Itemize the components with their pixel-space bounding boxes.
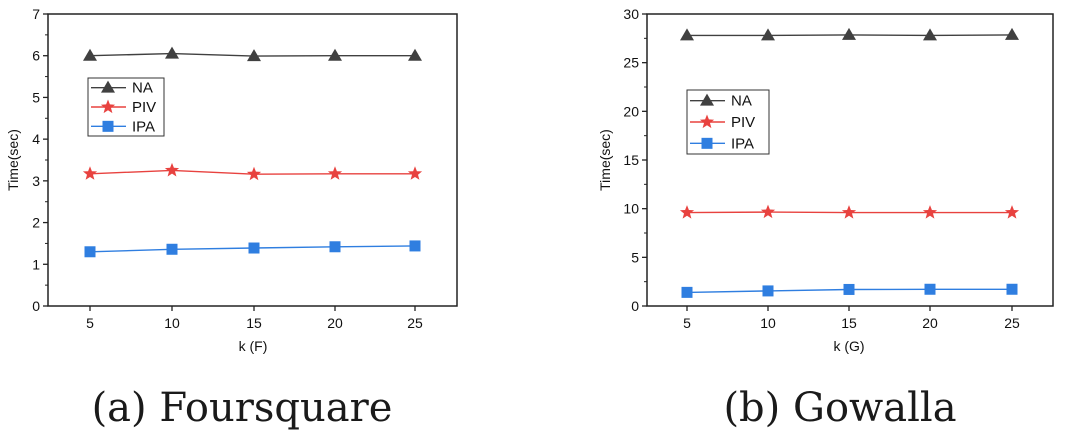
y-tick-label-a: 3 xyxy=(32,173,40,189)
x-tick-label-b: 5 xyxy=(683,315,691,331)
x-axis-label-a: k (F) xyxy=(239,338,268,354)
point-piv-b xyxy=(760,204,776,219)
legend-label-na-b: NA xyxy=(731,93,752,110)
y-tick-label-a: 2 xyxy=(32,215,40,231)
legend-marker-piv-a xyxy=(100,99,116,114)
point-ipa-a xyxy=(166,243,178,255)
x-tick-label-a: 5 xyxy=(86,315,94,331)
point-piv-a xyxy=(82,166,98,180)
x-tick-label-b: 15 xyxy=(841,315,857,331)
y-tick-label-a: 4 xyxy=(32,131,40,147)
point-na-a xyxy=(247,49,261,62)
legend-label-piv-a: PIV xyxy=(132,99,156,116)
x-axis-label-b: k (G) xyxy=(833,338,864,354)
legend-marker-piv-b xyxy=(699,114,715,129)
legend-marker-na-a xyxy=(101,80,115,93)
point-ipa-b xyxy=(843,283,855,295)
point-piv-b xyxy=(679,205,695,219)
point-ipa-b xyxy=(1006,283,1018,295)
legend-label-na-a: NA xyxy=(132,80,153,97)
y-tick-label-b: 0 xyxy=(631,298,639,314)
point-piv-b xyxy=(841,205,857,219)
y-tick-label-a: 0 xyxy=(32,298,40,314)
y-tick-label-a: 1 xyxy=(32,256,40,272)
point-piv-a xyxy=(327,166,343,180)
point-na-a xyxy=(165,46,179,59)
legend-label-piv-b: PIV xyxy=(731,114,755,131)
y-tick-label-b: 15 xyxy=(623,152,639,168)
point-ipa-a xyxy=(248,242,260,254)
y-tick-label-b: 30 xyxy=(623,6,639,22)
point-ipa-a xyxy=(329,241,341,253)
x-tick-label-b: 10 xyxy=(760,315,776,331)
x-tick-label-a: 15 xyxy=(246,315,262,331)
y-tick-label-b: 20 xyxy=(623,103,639,119)
point-na-b xyxy=(923,28,937,41)
point-ipa-b xyxy=(762,285,774,297)
y-axis-label-b: Time(sec) xyxy=(597,129,613,191)
x-tick-label-b: 25 xyxy=(1004,315,1020,331)
point-piv-a xyxy=(164,162,180,177)
point-ipa-a xyxy=(409,240,421,252)
y-tick-label-a: 6 xyxy=(32,48,40,64)
point-ipa-a xyxy=(84,246,96,258)
point-piv-b xyxy=(1004,205,1020,219)
point-na-b xyxy=(1005,27,1019,40)
y-tick-label-a: 5 xyxy=(32,89,40,105)
point-na-a xyxy=(328,48,342,61)
x-tick-label-b: 20 xyxy=(922,315,938,331)
point-na-b xyxy=(761,28,775,41)
legend-marker-ipa-b xyxy=(701,137,713,149)
point-na-a xyxy=(408,48,422,61)
legend-label-ipa-b: IPA xyxy=(731,135,754,152)
caption-a: (a) Foursquare xyxy=(91,385,393,431)
x-tick-label-a: 10 xyxy=(164,315,180,331)
point-piv-a xyxy=(246,166,262,181)
caption-b: (b) Gowalla xyxy=(723,385,957,431)
x-tick-label-a: 25 xyxy=(407,315,423,331)
plot-frame-b xyxy=(646,13,1054,307)
y-axis-label-a: Time(sec) xyxy=(5,129,21,191)
x-tick-label-a: 20 xyxy=(327,315,343,331)
legend-marker-ipa-a xyxy=(102,120,114,132)
point-na-b xyxy=(680,28,694,41)
y-tick-label-b: 25 xyxy=(623,55,639,71)
y-tick-label-b: 5 xyxy=(631,249,639,265)
y-tick-label-b: 10 xyxy=(623,201,639,217)
legend-label-ipa-a: IPA xyxy=(132,118,155,135)
point-ipa-b xyxy=(924,283,936,295)
y-tick-label-a: 7 xyxy=(32,6,40,22)
legend-marker-na-b xyxy=(700,93,714,106)
point-piv-a xyxy=(407,166,423,180)
point-ipa-b xyxy=(681,286,693,298)
point-na-a xyxy=(83,48,97,61)
point-na-b xyxy=(842,27,856,40)
point-piv-b xyxy=(922,205,938,219)
